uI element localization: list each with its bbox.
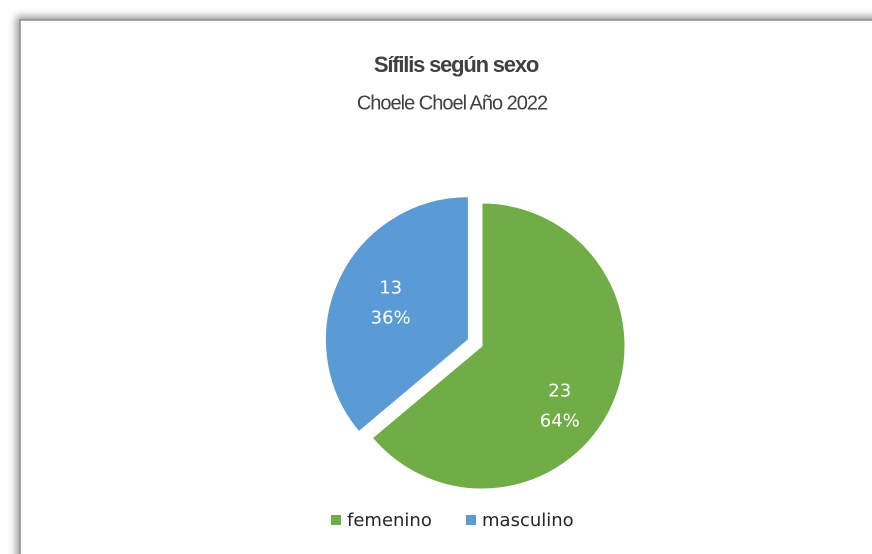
chart-subtitle: Choele Choel Año 2022 (357, 92, 548, 114)
data-label: 23 (548, 380, 571, 401)
legend-label: masculino (482, 510, 574, 531)
legend-swatch (331, 515, 341, 525)
pie-slice (371, 202, 626, 490)
pie-slice (324, 196, 469, 433)
chart-title: Sífilis según sexo (374, 52, 539, 77)
data-label: 13 (379, 277, 402, 298)
data-label-percent: 36% (371, 307, 411, 328)
data-label-percent: 64% (540, 410, 580, 431)
legend-label: femenino (347, 510, 432, 531)
legend-swatch (466, 515, 476, 525)
